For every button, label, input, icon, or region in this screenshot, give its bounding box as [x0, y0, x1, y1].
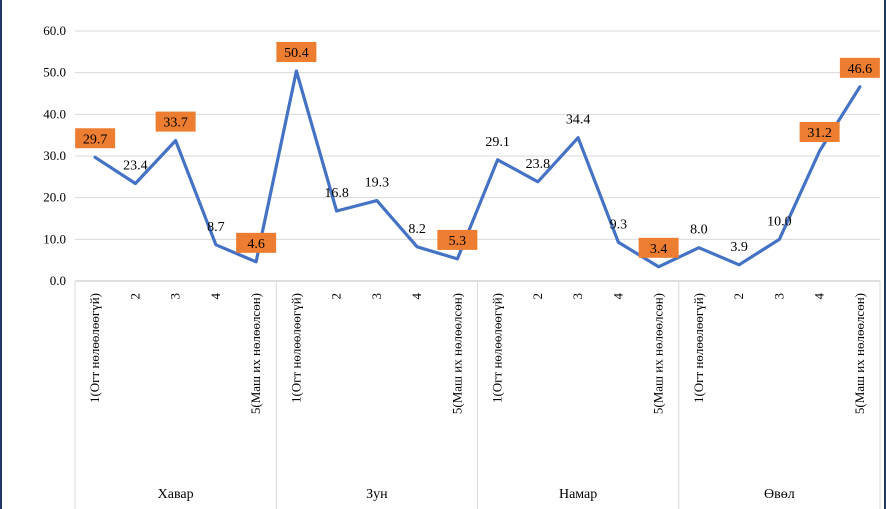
data-label-box	[236, 232, 277, 253]
data-labels: 29.7 23.4 33.7 8.7 4.6 50.4 16.8 19.3 8.2 5.3 29.1…	[75, 42, 880, 258]
data-label-text: 19.3	[365, 176, 390, 191]
y-tick-label: 10.0	[43, 231, 66, 246]
data-label-box	[437, 229, 478, 250]
data-label: 10.0	[767, 214, 792, 229]
data-label: 29.7	[75, 128, 116, 149]
data-label-box	[155, 111, 196, 132]
category-label: 2	[530, 293, 545, 300]
data-label-text: 9.3	[610, 217, 628, 232]
y-tick-label: 20.0	[43, 190, 66, 205]
data-label-text: 8.0	[690, 223, 708, 238]
group-label: Хавар	[158, 487, 194, 502]
category-label: 1(Огт нөлөөлөөгүй)	[87, 293, 102, 403]
y-tick-label: 0.0	[50, 273, 66, 288]
y-tick-label: 50.0	[43, 65, 66, 80]
group-label: Намар	[559, 487, 597, 502]
data-label-text: 3.9	[730, 240, 748, 255]
data-label: 8.0	[690, 223, 708, 238]
category-label: 3	[369, 293, 384, 300]
category-label: 5(Маш их нөлөөлсөн)	[449, 293, 464, 414]
y-tick-labels: 0.0 10.0 20.0 30.0 40.0 50.0 60.0	[43, 23, 66, 288]
data-label-text: 50.4	[284, 46, 309, 61]
data-label: 8.2	[408, 222, 426, 237]
data-label-text: 8.7	[207, 220, 225, 235]
data-label-text: 34.4	[566, 113, 591, 128]
data-label-box	[276, 42, 317, 62]
data-label: 8.7	[207, 220, 225, 235]
data-label: 16.8	[324, 186, 349, 201]
gridlines	[75, 30, 880, 240]
axes	[74, 280, 881, 509]
group-label: Зун	[366, 487, 388, 502]
y-tick-label: 60.0	[43, 23, 66, 38]
data-label-text: 23.8	[526, 157, 551, 172]
category-label: 2	[731, 293, 746, 300]
category-label: 5(Маш их нөлөөлсөн)	[852, 293, 867, 414]
data-label: 31.2	[799, 122, 840, 142]
data-label-box	[75, 128, 116, 149]
data-label: 5.3	[437, 229, 478, 250]
data-label-text: 8.2	[408, 222, 426, 237]
category-label: 3	[168, 293, 183, 300]
data-label-text: 29.1	[485, 135, 510, 150]
data-label: 33.7	[155, 111, 196, 132]
data-label: 34.4	[566, 113, 591, 128]
data-label-text: 31.2	[807, 126, 832, 141]
data-label-box	[799, 122, 840, 142]
category-label: 5(Маш их нөлөөлсөн)	[248, 293, 263, 414]
data-label: 23.8	[526, 157, 551, 172]
category-label: 1(Огт нөлөөлөөгүй)	[288, 293, 303, 403]
category-labels: 1(Огт нөлөөлөөгүй) 2 3 4 5(Маш их нөлөөлсөн)…	[87, 293, 867, 415]
data-label: 9.3	[610, 217, 628, 232]
data-label: 50.4	[276, 42, 317, 62]
category-label: 3	[570, 293, 585, 300]
y-tick-label: 40.0	[43, 106, 66, 121]
category-label: 1(Огт нөлөөлөөгүй)	[490, 293, 505, 403]
data-label-text: 29.7	[83, 132, 108, 147]
data-label-text: 4.6	[247, 237, 265, 252]
data-label: 29.1	[485, 135, 510, 150]
data-label-text: 33.7	[163, 116, 188, 131]
category-label: 5(Маш их нөлөөлсөн)	[651, 293, 666, 414]
data-label: 4.6	[236, 232, 277, 253]
series-line-path	[93, 69, 862, 269]
category-label: 4	[610, 293, 625, 300]
data-label: 3.4	[638, 237, 679, 258]
data-label: 3.9	[730, 240, 748, 255]
category-label: 2	[127, 293, 142, 300]
category-label: 2	[329, 293, 344, 300]
data-label-text: 5.3	[449, 234, 467, 249]
y-tick-label: 30.0	[43, 148, 66, 163]
data-label-text: 46.6	[848, 62, 873, 77]
data-label: 23.4	[123, 159, 148, 174]
category-label: 1(Огт нөлөөлөөгүй)	[691, 293, 706, 403]
data-label-box	[839, 57, 880, 78]
group-label: Өвөл	[764, 487, 795, 502]
category-label: 4	[812, 293, 827, 300]
data-label-text: 10.0	[767, 214, 792, 229]
data-label-box	[638, 237, 679, 258]
data-label-text: 16.8	[324, 186, 349, 201]
data-label: 19.3	[365, 176, 390, 191]
data-label: 46.6	[839, 57, 880, 78]
data-label-text: 3.4	[650, 242, 668, 257]
group-labels: Хавар Зун Намар Өвөл	[158, 487, 795, 502]
series-line	[93, 69, 862, 269]
data-label-text: 23.4	[123, 159, 148, 174]
category-label: 4	[409, 293, 424, 300]
category-label: 3	[771, 293, 786, 300]
category-label: 4	[208, 293, 223, 300]
